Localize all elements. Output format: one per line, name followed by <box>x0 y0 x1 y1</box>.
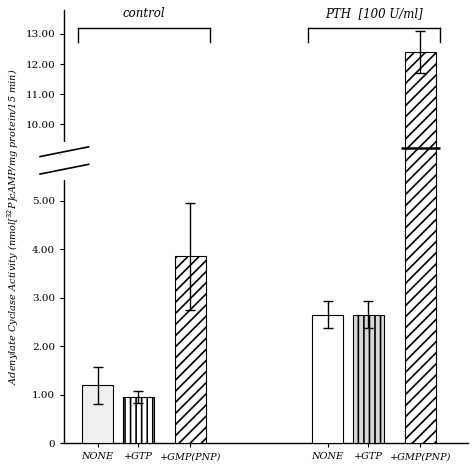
Bar <box>123 397 154 444</box>
Text: PTH  [100 U/ml]: PTH [100 U/ml] <box>325 7 423 21</box>
Bar <box>82 385 113 444</box>
Y-axis label: Adenylate Cyclase Activity (nmol[$^{32}$P]cAMP/mg protein/15 min): Adenylate Cyclase Activity (nmol[$^{32}$… <box>6 69 21 385</box>
Bar <box>175 256 206 444</box>
Bar <box>353 315 384 444</box>
Bar <box>405 52 436 444</box>
Bar <box>312 315 343 444</box>
Text: control: control <box>123 7 165 21</box>
